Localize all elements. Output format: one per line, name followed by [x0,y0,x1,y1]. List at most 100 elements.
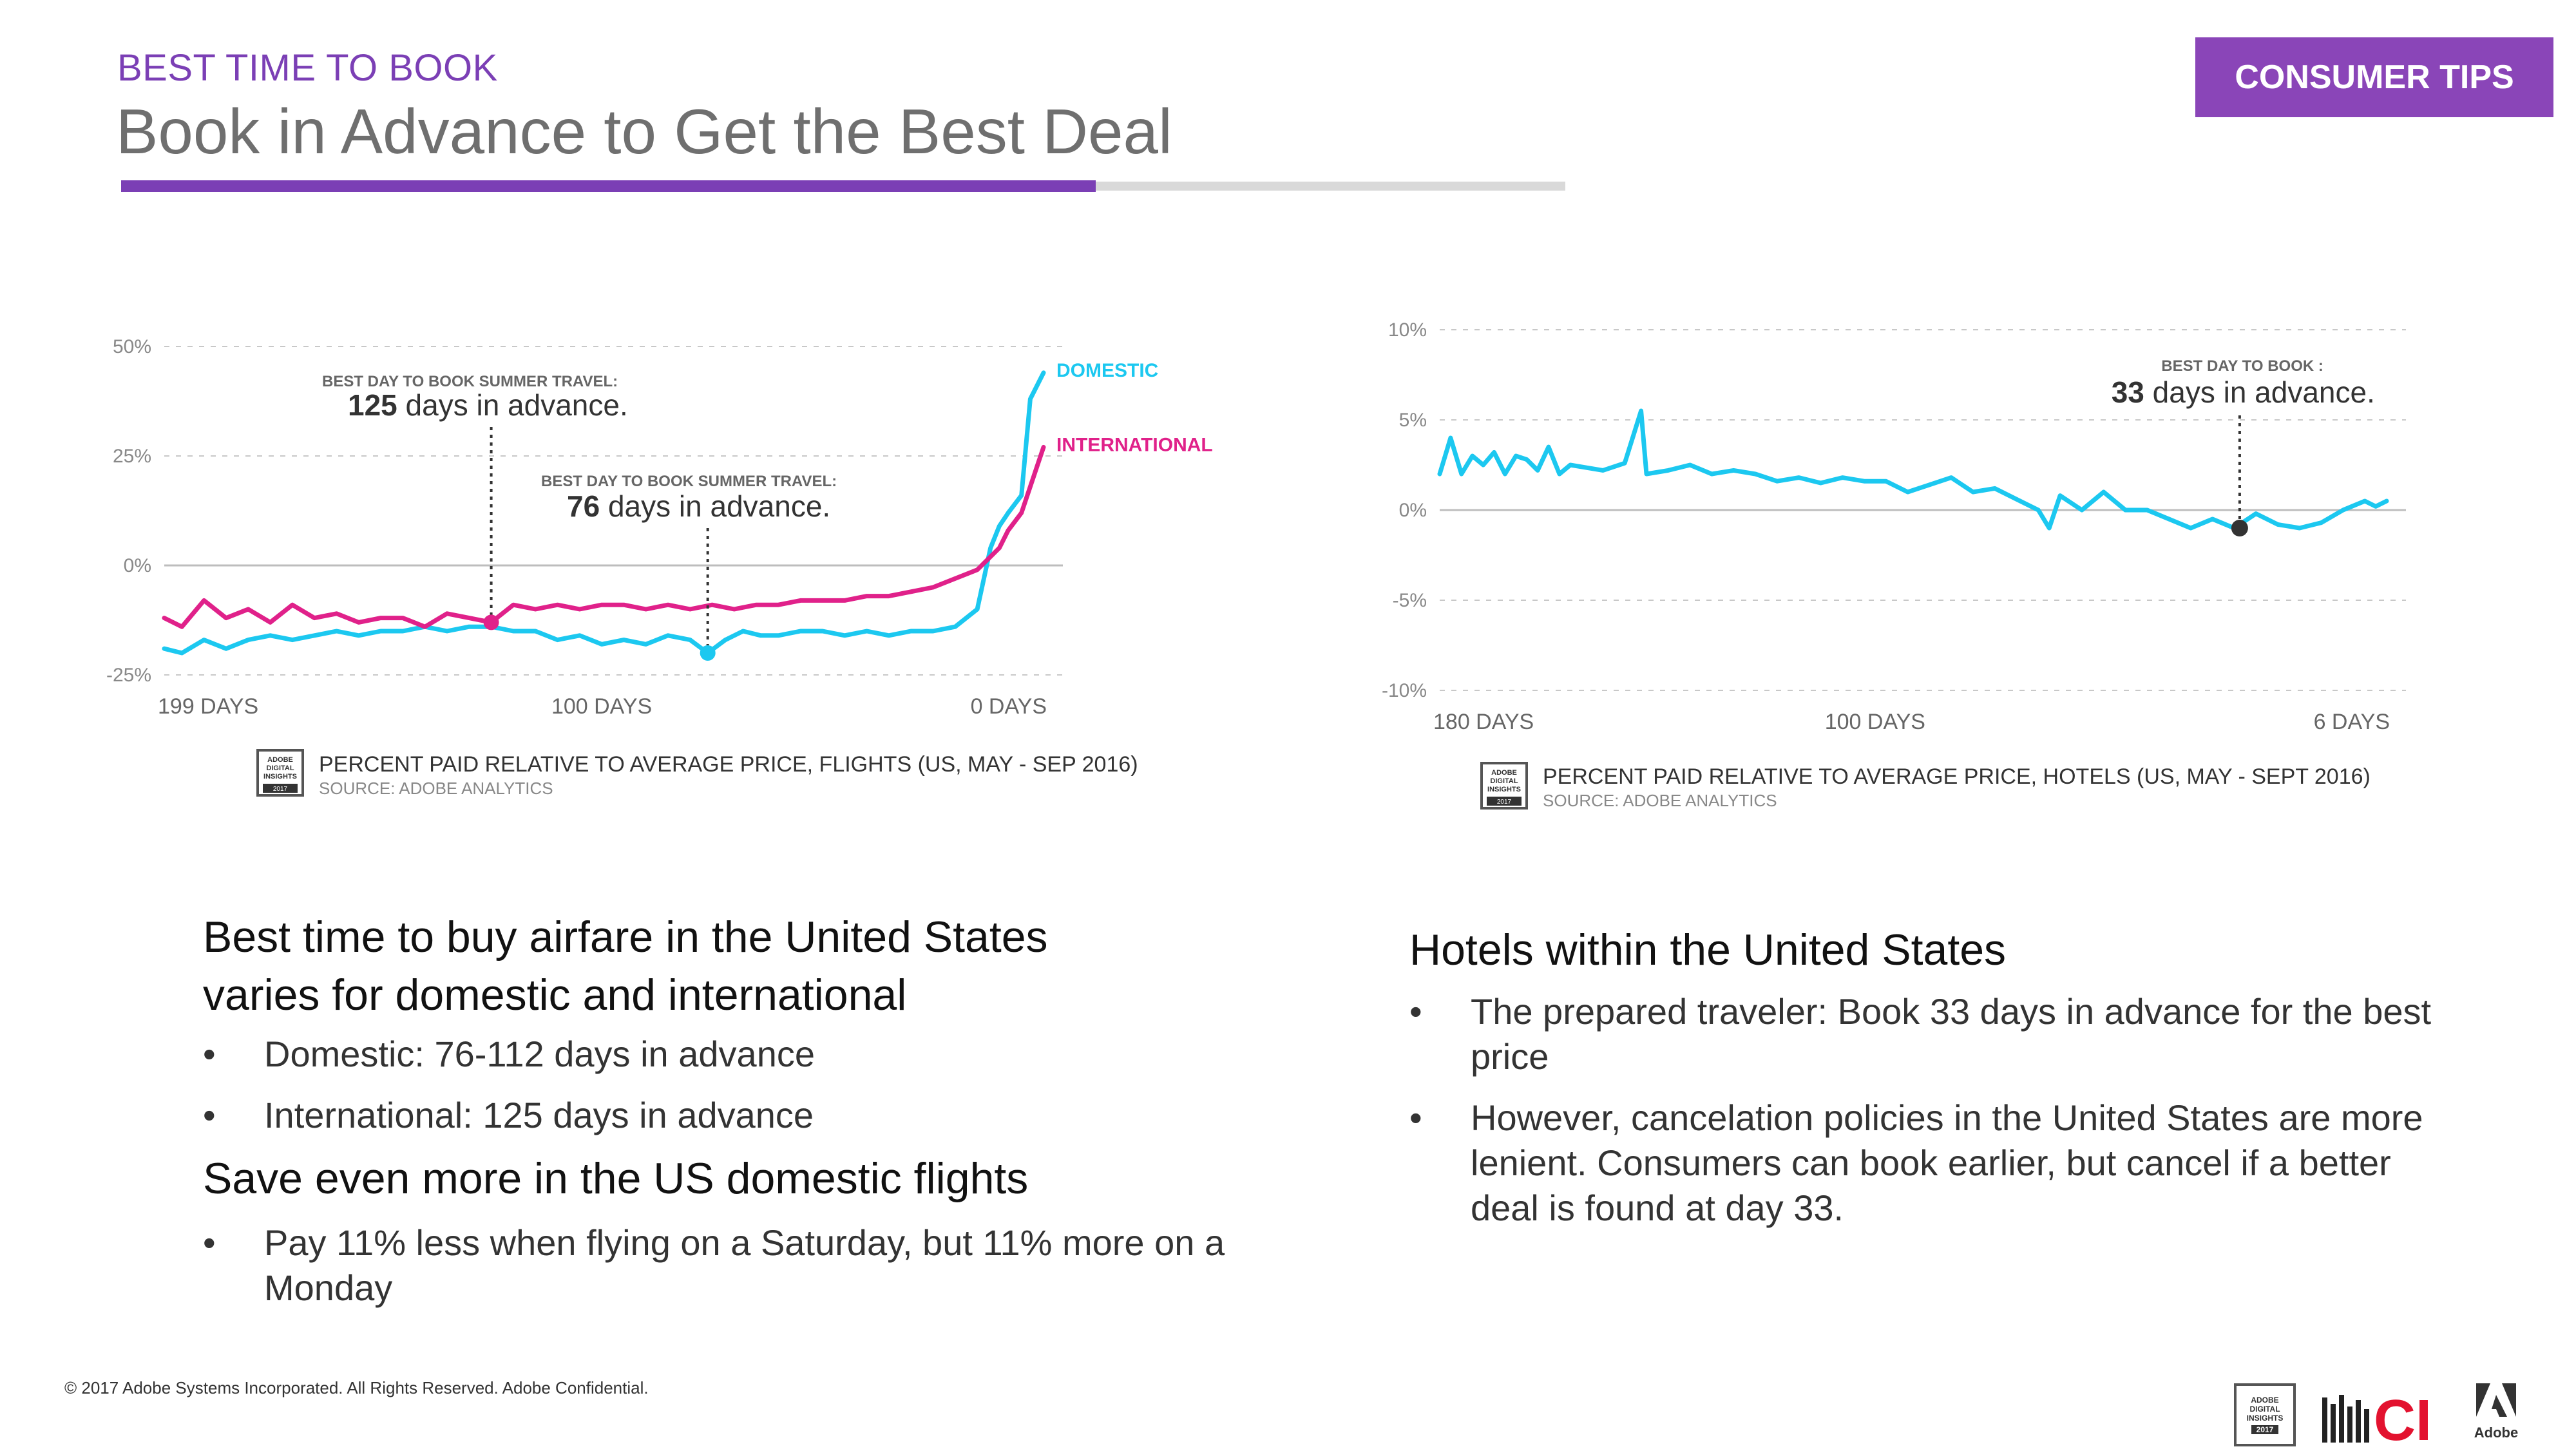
hotels-grid [1440,329,2406,691]
y-tick-label: 25% [113,446,151,467]
adi-badge-icon: ADOBE DIGITAL INSIGHTS 2017 [1480,762,1528,810]
flights-annotations: BEST DAY TO BOOK SUMMER TRAVEL:125 days … [322,373,837,661]
cancelation-line3: deal is found at day 33. [1471,1188,1844,1228]
hotels-series [1437,408,2389,531]
x-tick-label: 180 DAYS [1433,710,1534,734]
progress-fill [121,180,1096,192]
prepared-traveler-line2: price [1471,1036,1549,1077]
adi-badge-line2: DIGITAL [266,764,294,772]
adi-badge-line1: ADOBE [267,756,293,764]
flights-series [162,370,1046,656]
y-tick-label: 0% [1399,500,1427,521]
list-item: • The prepared traveler: Book 33 days in… [1409,989,2431,1079]
y-tick-label: 50% [113,336,151,357]
legend-international: INTERNATIONAL [1056,434,1213,455]
series-line-international [162,444,1046,629]
flights-grid [164,346,1063,676]
x-tick-label: 0 DAYS [971,694,1047,719]
adi-badge-line3: INSIGHTS [263,773,297,781]
bullet-glyph: • [203,1034,216,1074]
adobe-logo: Adobe [2474,1383,2519,1443]
adi-badge-icon: ADOBE DIGITAL INSIGHTS 2017 [256,749,304,797]
adi-badge-line2: DIGITAL [1490,777,1518,785]
list-item: • International: 125 days in advance [203,1093,1225,1138]
cancelation-line2: lenient. Consumers can book earlier, but… [1471,1142,2391,1183]
y-tick-label: -10% [1382,680,1427,701]
list-item: • However, cancelation policies in the U… [1409,1095,2431,1231]
annotation-label: BEST DAY TO BOOK SUMMER TRAVEL: [322,373,618,390]
y-tick-label: 10% [1388,319,1427,341]
domestic-bullet: Domestic: 76-112 days in advance [264,1034,815,1074]
prepared-traveler-line1: The prepared traveler: Book 33 days in a… [1471,991,2432,1032]
bullet-glyph: • [1409,1097,1422,1138]
international-bullet: International: 125 days in advance [264,1095,814,1135]
adobe-logo-text: Adobe [2474,1425,2518,1441]
flights-legend: DOMESTIC INTERNATIONAL [1056,360,1213,456]
flights-caption-group: ADOBE DIGITAL INSIGHTS 2017 PERCENT PAID… [256,749,1138,798]
flights-y-ticks: 50% 25% 0% -25% [106,336,151,686]
ci-logo-text: CI [2374,1391,2432,1443]
adobe-logo-icon: Adobe [2474,1383,2518,1441]
adi-logo-year: 2017 [2251,1425,2279,1434]
hotels-text-block: Hotels within the United States • The pr… [1409,921,2431,1231]
annotation-marker [700,645,716,661]
y-tick-label: 0% [124,555,151,576]
hotels-y-ticks: 10% 5% 0% -5% -10% [1382,319,1427,701]
adi-badge-year: 2017 [273,786,288,793]
x-tick-label: 6 DAYS [2314,710,2390,734]
annotation-value: 125 days in advance. [348,388,628,422]
flights-caption: PERCENT PAID RELATIVE TO AVERAGE PRICE, … [319,752,1138,777]
flights-source: SOURCE: ADOBE ANALYTICS [319,779,553,798]
adi-badge-frame [1480,762,1528,810]
x-tick-label: 100 DAYS [551,694,652,719]
consumer-tips-badge: CONSUMER TIPS [2195,37,2553,117]
airfare-heading-line2: varies for domestic and international [203,971,907,1019]
adi-badge-year: 2017 [1497,799,1512,806]
hotels-chart: 10% 5% 0% -5% -10% 180 DAYS 100 DAYS 6 DAYS BE… [1382,319,2406,810]
adi-logo-line3: INSIGHTS [2246,1414,2284,1423]
y-tick-label: 5% [1399,410,1427,431]
airfare-heading-line1: Best time to buy airfare in the United S… [203,913,1048,961]
hotels-x-ticks: 180 DAYS 100 DAYS 6 DAYS [1433,710,2390,734]
page-title: Book in Advance to Get the Best Deal [116,96,1172,167]
saturday-bullet-line2: Monday [264,1267,393,1308]
hotels-caption: PERCENT PAID RELATIVE TO AVERAGE PRICE, … [1543,764,2371,789]
hotels-caption-group: ADOBE DIGITAL INSIGHTS 2017 PERCENT PAID… [1480,762,2371,810]
bullet-glyph: • [203,1095,216,1135]
x-tick-label: 100 DAYS [1825,710,1925,734]
domestic-save-heading: Save even more in the US domestic flight… [203,1154,1029,1203]
ci-logo: CI [2322,1388,2457,1449]
adi-logo-line1: ADOBE [2251,1396,2279,1405]
list-item: • Pay 11% less when flying on a Saturday… [203,1220,1225,1311]
series-line-domestic [162,370,1046,656]
annotation-value: 76 days in advance. [567,489,830,523]
list-item: • Domestic: 76-112 days in advance [203,1032,1225,1077]
annotation-value: 33 days in advance. [2112,375,2375,409]
bullet-glyph: • [1409,991,1422,1032]
hotels-source: SOURCE: ADOBE ANALYTICS [1543,791,1777,810]
y-tick-label: -5% [1393,590,1427,611]
adobe-digital-insights-logo: ADOBE DIGITAL INSIGHTS 2017 [2234,1383,2296,1446]
adi-badge-frame [256,749,304,797]
adi-logo-line2: DIGITAL [2249,1405,2280,1414]
flights-x-ticks: 199 DAYS 100 DAYS 0 DAYS [158,694,1047,719]
copyright-text: © 2017 Adobe Systems Incorporated. All R… [64,1378,649,1397]
legend-domestic: DOMESTIC [1056,360,1158,381]
saturday-bullet-line1: Pay 11% less when flying on a Saturday, … [264,1222,1225,1263]
x-tick-label: 199 DAYS [158,694,258,719]
annotation-label: BEST DAY TO BOOK SUMMER TRAVEL: [541,473,837,490]
annotation-label: BEST DAY TO BOOK : [2161,357,2323,375]
cancelation-line1: However, cancelation policies in the Uni… [1471,1097,2423,1138]
section-kicker: BEST TIME TO BOOK [117,47,498,89]
hotels-annotations: BEST DAY TO BOOK :33 days in advance. [2112,357,2375,536]
adi-badge-line1: ADOBE [1491,769,1517,777]
annotation-marker [483,614,499,630]
series-line-hotels [1437,408,2389,531]
adi-badge-line3: INSIGHTS [1487,786,1521,793]
airfare-text-block: Best time to buy airfare in the United S… [203,908,1225,1311]
hotels-heading: Hotels within the United States [1409,925,2007,974]
ci-logo-mark: CI [2322,1388,2432,1449]
flights-chart: 50% 25% 0% -25% 199 DAYS 100 DAYS 0 DAYS BEST… [106,336,1213,798]
annotation-marker [2231,520,2248,536]
y-tick-label: -25% [106,665,151,686]
